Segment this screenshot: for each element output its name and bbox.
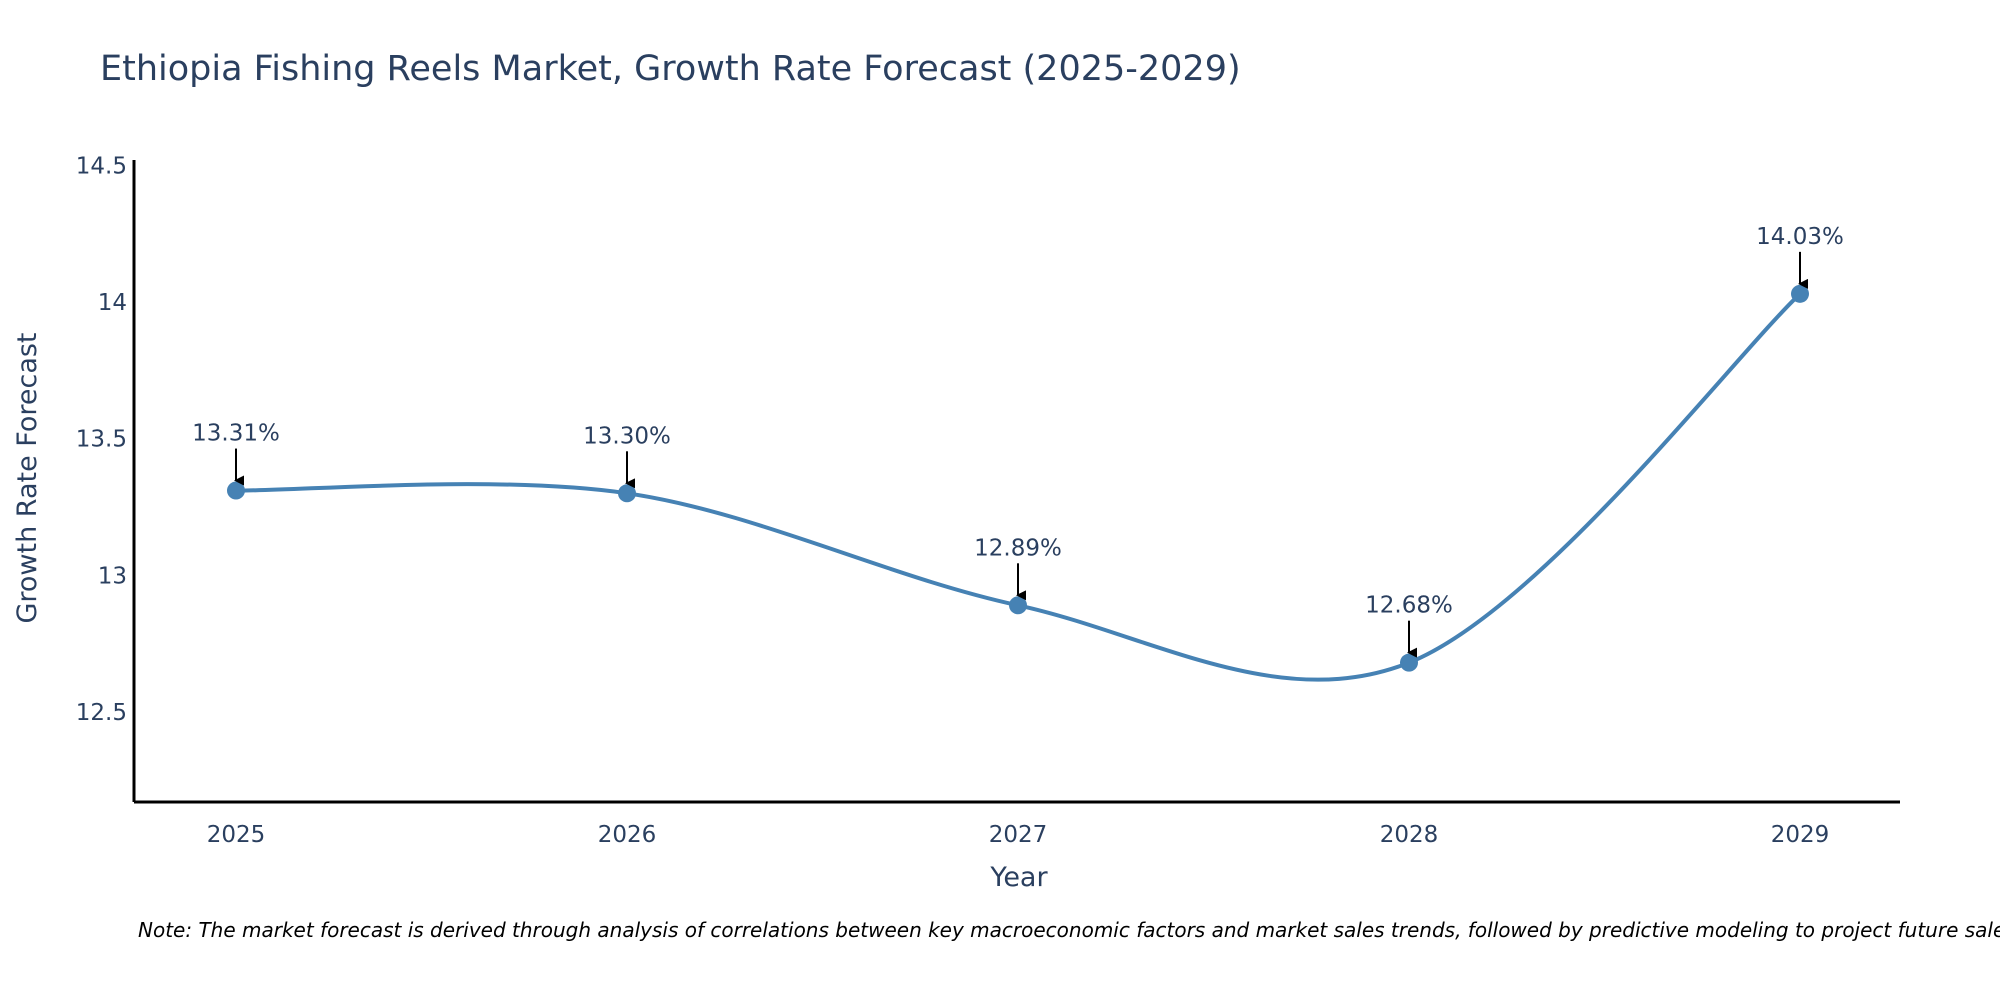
data-label-2025: 13.31% [192, 421, 280, 447]
footnote: Note: The market forecast is derived thr… [138, 918, 2000, 942]
data-label-2029: 14.03% [1756, 224, 1844, 250]
chart-title: Ethiopia Fishing Reels Market, Growth Ra… [100, 49, 1241, 89]
data-point-2027 [1009, 596, 1027, 615]
data-point-2025 [227, 481, 245, 500]
y-tick-label: 12.5 [76, 700, 127, 726]
x-tick-label: 2026 [598, 822, 657, 848]
data-label-2028: 12.68% [1365, 593, 1453, 619]
data-point-2028 [1400, 653, 1418, 672]
series-layer [227, 284, 1809, 682]
axes: 12.5 13 13.5 14 14.5 2025 2026 2027 2028 2029 [76, 153, 1900, 848]
data-label-2026: 13.30% [583, 423, 671, 449]
data-point-2029 [1791, 284, 1809, 303]
x-tick-label: 2029 [1771, 822, 1830, 848]
x-axis-title: Year [989, 862, 1048, 893]
data-label-2027: 12.89% [974, 535, 1062, 561]
y-axis-title: Growth Rate Forecast [12, 332, 43, 623]
y-tick-label: 14 [98, 290, 127, 316]
data-point-2026 [618, 484, 636, 503]
x-tick-label: 2027 [989, 822, 1048, 848]
data-labels: 13.31% 13.30% 12.89% 12.68% 14.03% [192, 224, 1844, 658]
series-line [235, 292, 1802, 682]
y-tick-label: 13.5 [76, 427, 127, 453]
x-tick-label: 2025 [207, 822, 266, 848]
x-tick-label: 2028 [1380, 822, 1439, 848]
y-tick-label: 13 [98, 563, 127, 589]
y-tick-label: 14.5 [76, 153, 127, 179]
